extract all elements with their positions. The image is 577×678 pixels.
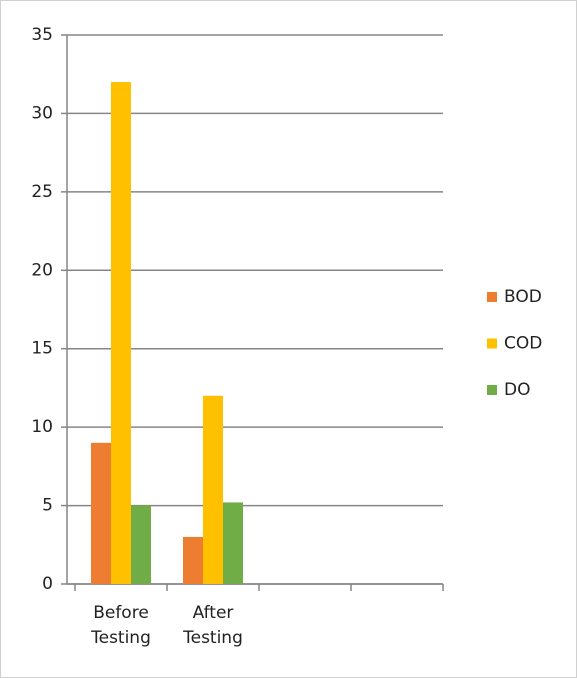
legend-label: COD: [504, 334, 542, 354]
bar: [223, 502, 243, 584]
legend-label: DO: [504, 380, 530, 400]
legend-label: BOD: [504, 287, 542, 307]
y-tick-label: 5: [42, 496, 53, 516]
bar: [131, 505, 151, 584]
legend-swatch: [487, 292, 497, 302]
bar: [183, 536, 203, 584]
y-tick-label: 30: [31, 103, 53, 123]
y-tick-label: 20: [31, 260, 53, 280]
x-tick-label: Before Testing: [91, 603, 151, 648]
legend-swatch: [487, 338, 497, 349]
y-tick-label: 25: [31, 182, 53, 202]
y-tick-label: 10: [31, 417, 53, 437]
legend-swatch: [487, 385, 497, 395]
y-tick-label: 0: [42, 574, 53, 594]
bar: [91, 442, 111, 584]
y-tick-label: 35: [31, 25, 53, 45]
bar: [203, 395, 223, 584]
y-tick-label: 15: [31, 339, 53, 359]
x-tick-label: After Testing: [183, 603, 243, 648]
bar: [111, 82, 131, 585]
